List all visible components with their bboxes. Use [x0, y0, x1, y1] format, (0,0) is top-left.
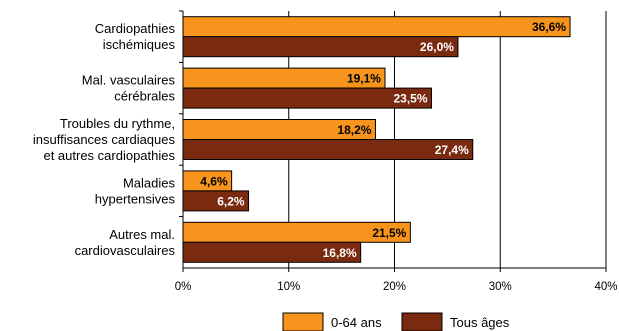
- category-label: insuffisances cardiaques: [33, 132, 176, 147]
- bars: 36,6% 26,0% 19,1% 23,5% 18,2% 27,4% 4,6% 6,2% 21…: [182, 16, 571, 263]
- data-label: 26,0%: [420, 40, 454, 54]
- data-label: 16,8%: [323, 246, 357, 260]
- axes: [179, 10, 607, 272]
- x-tick-label: 20%: [383, 281, 406, 293]
- category-label: et autres cardiopathies: [43, 148, 175, 163]
- bar-all-ages: [182, 36, 459, 58]
- category-label: Maladies: [123, 175, 176, 190]
- x-tick-label: 10%: [277, 281, 300, 293]
- data-label: 23,5%: [393, 92, 427, 106]
- category-label: Autres mal.: [109, 227, 175, 242]
- category-label: Troubles du rythme,: [60, 116, 175, 131]
- x-tick-label: 40%: [594, 281, 617, 293]
- data-label: 21,5%: [372, 226, 406, 240]
- legend-label: 0-64 ans: [331, 315, 382, 330]
- legend: 0-64 ans Tous âges: [282, 312, 510, 331]
- category-label: cérébrales: [114, 89, 175, 104]
- category-label: hypertensives: [95, 191, 176, 206]
- data-label: 27,4%: [435, 143, 469, 157]
- data-label: 4,6%: [200, 174, 228, 188]
- x-tick-labels: 0% 10% 20% 30% 40%: [175, 281, 618, 293]
- category-label: ischémiques: [103, 37, 176, 52]
- x-tick-label: 30%: [489, 281, 512, 293]
- category-label: Cardiopathies: [95, 21, 176, 36]
- legend-label: Tous âges: [450, 315, 510, 330]
- data-label: 36,6%: [532, 20, 566, 34]
- legend-swatch-all-ages: [401, 312, 443, 331]
- category-label: Mal. vasculaires: [82, 73, 176, 88]
- bar-age-0-64: [182, 16, 571, 38]
- bar-all-ages: [182, 139, 474, 160]
- x-tick-label: 0%: [175, 281, 192, 293]
- data-label: 6,2%: [217, 194, 245, 208]
- category-label: cardiovasculaires: [75, 243, 176, 258]
- data-label: 18,2%: [337, 123, 371, 137]
- legend-swatch-age-0-64: [282, 312, 324, 331]
- data-label: 19,1%: [347, 72, 381, 86]
